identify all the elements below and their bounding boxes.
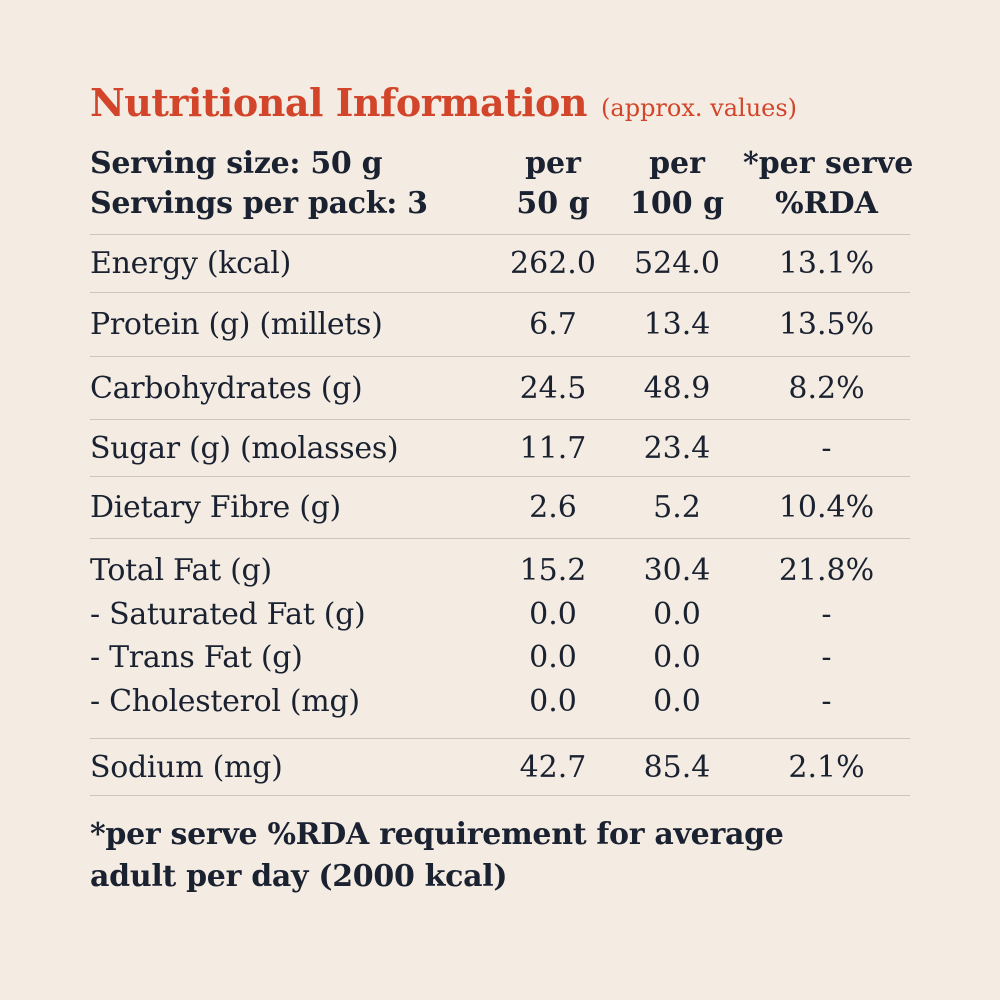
- value-rda: -: [821, 596, 832, 632]
- value-rda: 13.1%: [778, 246, 875, 281]
- sodium-section: Sodium (mg) 42.7 85.4 2.1%: [90, 738, 910, 795]
- value-per-100g: 0.0: [653, 640, 701, 676]
- divider: [90, 795, 910, 796]
- value-per-50g: 24.5: [519, 370, 587, 406]
- table-row: Total Fat (g) 15.2 30.4 21.8%: [90, 549, 910, 593]
- value-rda: 2.1%: [788, 749, 865, 785]
- col-header-rda-line2: %RDA: [775, 186, 878, 221]
- col-header-per-50g-line1: per: [525, 146, 581, 181]
- table-row: - Cholesterol (mg) 0.0 0.0 -: [90, 680, 910, 724]
- title-row: Nutritional Information (approx. values): [90, 80, 910, 128]
- table-row: Energy (kcal) 262.0 524.0 13.1%: [90, 234, 910, 292]
- table-row: - Trans Fat (g) 0.0 0.0 -: [90, 636, 910, 680]
- servings-per-pack: Servings per pack: 3: [90, 186, 428, 221]
- row-label: - Cholesterol (mg): [90, 683, 360, 719]
- row-label: Sugar (g) (molasses): [90, 430, 399, 466]
- value-rda: -: [821, 683, 832, 719]
- value-per-100g: 30.4: [643, 553, 711, 589]
- row-label: Dietary Fibre (g): [90, 490, 341, 525]
- value-rda: 8.2%: [788, 370, 865, 406]
- table-row: Sugar (g) (molasses) 11.7 23.4 -: [90, 419, 910, 476]
- value-per-50g: 262.0: [510, 246, 596, 281]
- value-per-100g: 23.4: [643, 430, 711, 466]
- value-per-100g: 48.9: [643, 370, 711, 406]
- col-header-per-50g: per 50 g: [495, 144, 611, 234]
- row-label: Carbohydrates (g): [90, 370, 363, 406]
- value-per-50g: 6.7: [529, 307, 577, 342]
- col-header-per-50g-line2: 50 g: [516, 186, 590, 221]
- footnote-line2: adult per day (2000 kcal): [90, 859, 508, 894]
- fat-group: Total Fat (g) 15.2 30.4 21.8% - Saturate…: [90, 538, 910, 738]
- footnote: *per serve %RDA requirement for average …: [90, 814, 890, 898]
- col-header-per-100g: per 100 g: [611, 144, 743, 234]
- value-per-50g: 11.7: [519, 430, 587, 466]
- value-per-50g: 2.6: [529, 490, 577, 525]
- value-rda: 13.5%: [778, 307, 875, 342]
- table-row: Protein (g) (millets) 6.7 13.4 13.5%: [90, 292, 910, 356]
- value-per-100g: 5.2: [653, 490, 701, 525]
- value-rda: -: [821, 430, 832, 466]
- row-label: - Trans Fat (g): [90, 640, 303, 676]
- value-per-50g: 0.0: [529, 640, 577, 676]
- row-label: - Saturated Fat (g): [90, 596, 366, 632]
- row-label: Energy (kcal): [90, 246, 291, 281]
- value-per-50g: 0.0: [529, 596, 577, 632]
- footnote-line1: *per serve %RDA requirement for average: [90, 817, 784, 852]
- serving-info: Serving size: 50 g Servings per pack: 3: [90, 144, 495, 234]
- col-header-per-100g-line2: 100 g: [629, 186, 725, 221]
- value-per-100g: 524.0: [634, 246, 720, 281]
- nutrient-rows: Energy (kcal) 262.0 524.0 13.1% Protein …: [90, 234, 910, 538]
- serving-size: Serving size: 50 g: [90, 146, 383, 181]
- nutrition-panel: Nutritional Information (approx. values)…: [90, 80, 914, 898]
- row-label: Protein (g) (millets): [90, 307, 383, 342]
- value-per-100g: 0.0: [653, 596, 701, 632]
- row-label: Total Fat (g): [90, 553, 272, 589]
- value-per-100g: 85.4: [643, 749, 711, 785]
- panel-title: Nutritional Information: [90, 80, 588, 125]
- value-per-50g: 15.2: [519, 553, 587, 589]
- col-header-per-100g-line1: per: [649, 146, 705, 181]
- panel-subtitle: (approx. values): [601, 94, 798, 122]
- value-per-100g: 13.4: [643, 307, 711, 342]
- table-row: - Saturated Fat (g) 0.0 0.0 -: [90, 593, 910, 637]
- value-rda: 21.8%: [778, 553, 875, 589]
- value-per-100g: 0.0: [653, 683, 701, 719]
- value-rda: 10.4%: [778, 490, 875, 525]
- table-row: Dietary Fibre (g) 2.6 5.2 10.4%: [90, 476, 910, 538]
- row-label: Sodium (mg): [90, 749, 283, 785]
- value-per-50g: 0.0: [529, 683, 577, 719]
- value-rda: -: [821, 640, 832, 676]
- table-header: Serving size: 50 g Servings per pack: 3 …: [90, 144, 914, 234]
- value-per-50g: 42.7: [519, 749, 587, 785]
- table-row: Sodium (mg) 42.7 85.4 2.1%: [90, 738, 910, 795]
- col-header-rda-line1: *per serve: [743, 146, 914, 181]
- table-row: Carbohydrates (g) 24.5 48.9 8.2%: [90, 356, 910, 419]
- col-header-rda: *per serve %RDA: [743, 144, 914, 234]
